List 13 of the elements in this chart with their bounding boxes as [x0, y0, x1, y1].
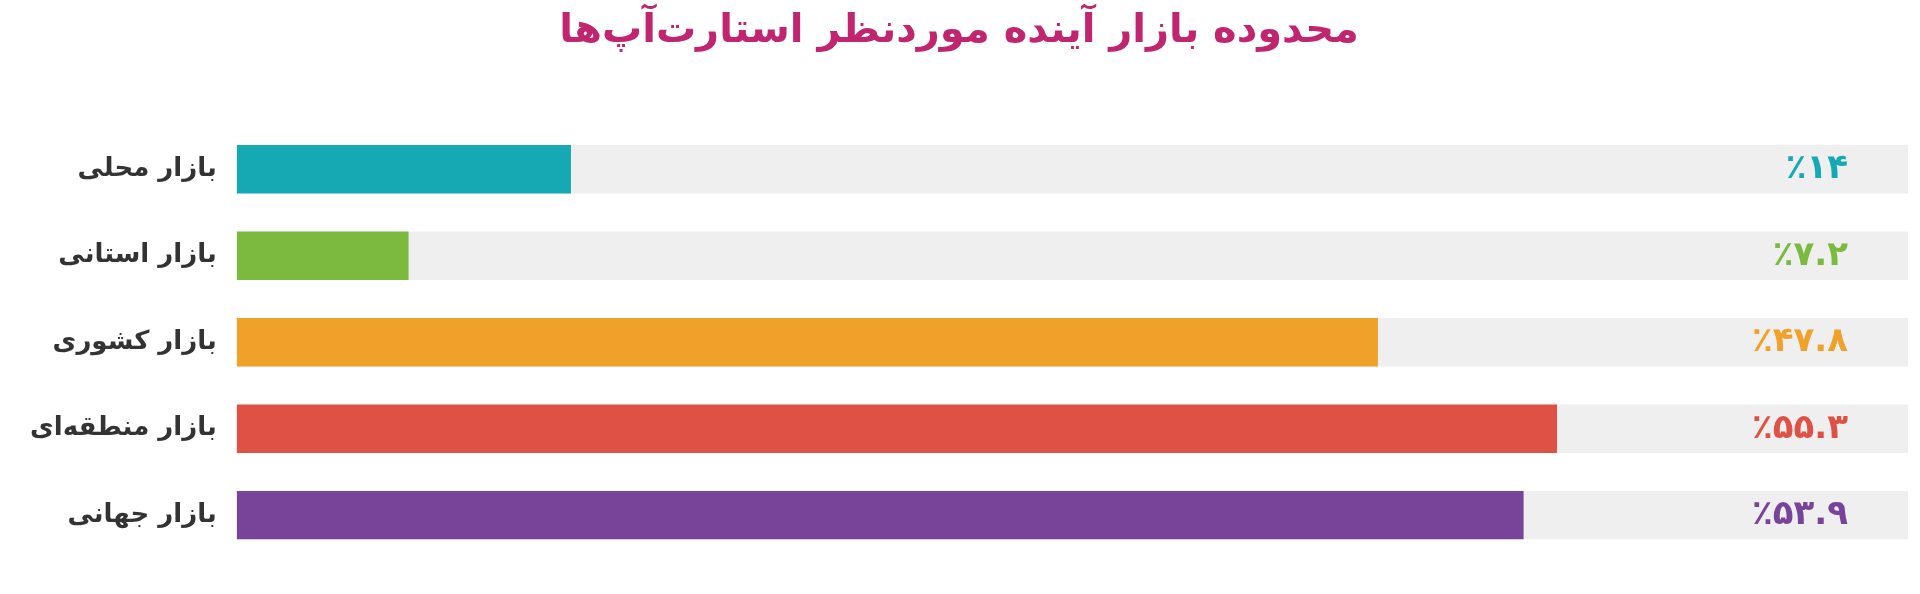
- data-label: ٪۷.۲: [1772, 232, 1849, 273]
- data-label: ٪۱۴: [1785, 146, 1848, 187]
- bar: [236, 145, 571, 194]
- data-label: ٪۴۷.۸: [1752, 319, 1849, 360]
- bar: [236, 231, 409, 280]
- y-tick-label: بازار استانی: [58, 238, 217, 269]
- y-tick-label: بازار کشوری: [52, 324, 217, 356]
- y-tick-label: بازار جهانی: [67, 497, 217, 529]
- data-label: ٪۵۵.۳: [1752, 405, 1849, 446]
- y-tick-label: بازار محلی: [77, 151, 217, 182]
- chart-title: محدوده بازار آینده موردنظر استارت‌آپ‌ها: [559, 3, 1359, 53]
- data-label: ٪۵۳.۹: [1752, 491, 1849, 532]
- y-tick-label: بازار منطقه‌ای: [29, 411, 217, 442]
